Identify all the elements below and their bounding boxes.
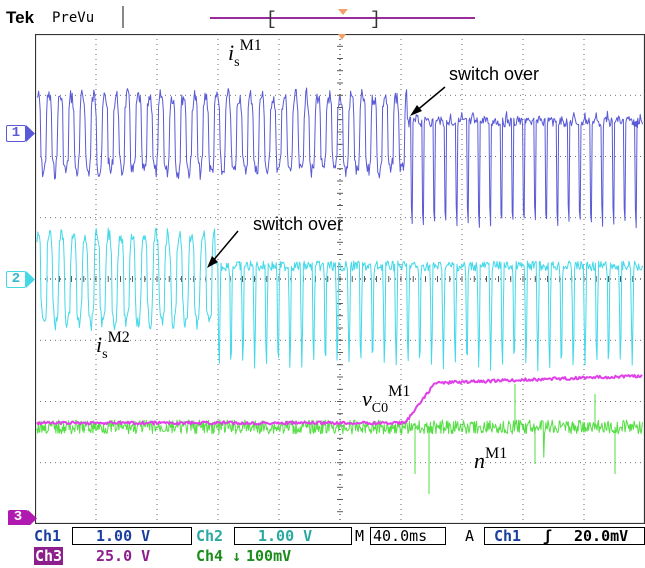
ch2-scale-value: 1.00 V bbox=[258, 527, 313, 545]
is-m1-label: isM1 bbox=[228, 37, 262, 70]
trigger-slope-icon: ʃ bbox=[543, 527, 553, 545]
svg-text:[: [ bbox=[266, 10, 277, 30]
switch-over-arrow-1-icon bbox=[410, 86, 446, 116]
is-m2-label: isM2 bbox=[96, 329, 130, 362]
trigger-source: Ch1 bbox=[494, 527, 522, 545]
ch1-marker[interactable]: 1 bbox=[6, 125, 26, 142]
ch3-status-label[interactable]: Ch3 bbox=[34, 547, 64, 565]
ch1-scale-box[interactable] bbox=[72, 527, 192, 545]
timebase-box[interactable] bbox=[370, 527, 446, 545]
brand-label: Tek bbox=[6, 8, 35, 27]
trigger-mode: A bbox=[465, 527, 475, 545]
ch4-status-label[interactable]: Ch4 bbox=[196, 547, 224, 565]
trigger-level: 20.0mV bbox=[574, 527, 629, 545]
n-m1-label: nM1 bbox=[474, 445, 508, 473]
switch-over-label-1: switch over bbox=[449, 64, 540, 84]
ch2-trace bbox=[36, 227, 644, 372]
acquisition-mode: PreVu bbox=[52, 10, 95, 26]
ch2-scale-box[interactable] bbox=[234, 527, 352, 545]
timebase-prefix: M bbox=[355, 527, 365, 545]
record-position-bar: [ ] bbox=[210, 9, 475, 30]
vc0-m1-label: vC0M1 bbox=[362, 383, 411, 416]
ch3-scale-value: 25.0 V bbox=[96, 547, 151, 565]
waveform-traces bbox=[36, 87, 644, 494]
switch-over-arrow-2-icon bbox=[207, 230, 239, 268]
svg-text:]: ] bbox=[370, 10, 381, 30]
scope-screen[interactable] bbox=[35, 34, 645, 524]
ch4-scale-value: 100mV bbox=[246, 547, 292, 565]
ch1-status-label[interactable]: Ch1 bbox=[34, 527, 62, 545]
ch2-marker-arrow-icon bbox=[26, 271, 35, 288]
ch4-coupling-icon: ↓ bbox=[232, 547, 242, 565]
switch-over-label-2: switch over bbox=[253, 214, 344, 234]
ch2-status-label[interactable]: Ch2 bbox=[196, 527, 224, 545]
ch3-marker[interactable]: 3 bbox=[8, 510, 28, 527]
timebase-value: 40.0ms bbox=[373, 527, 428, 545]
ch1-level-marker-icon bbox=[631, 120, 638, 128]
ch1-scale-value: 1.00 V bbox=[96, 527, 151, 545]
separator bbox=[122, 6, 124, 28]
top-trigger-marker-icon bbox=[338, 34, 346, 40]
ch1-trace bbox=[36, 87, 644, 229]
ch1-marker-arrow-icon bbox=[26, 125, 35, 142]
status-bar: Ch1 1.00 V Ch2 1.00 V M 40.0ms A Ch1 ʃ 2… bbox=[0, 525, 645, 568]
ch3-marker-arrow-icon bbox=[28, 510, 37, 527]
trigger-position-icon bbox=[338, 9, 348, 15]
top-bar: Tek PreVu [ ] bbox=[0, 0, 645, 34]
ch3-trace bbox=[36, 374, 643, 426]
ch2-marker[interactable]: 2 bbox=[6, 271, 26, 288]
